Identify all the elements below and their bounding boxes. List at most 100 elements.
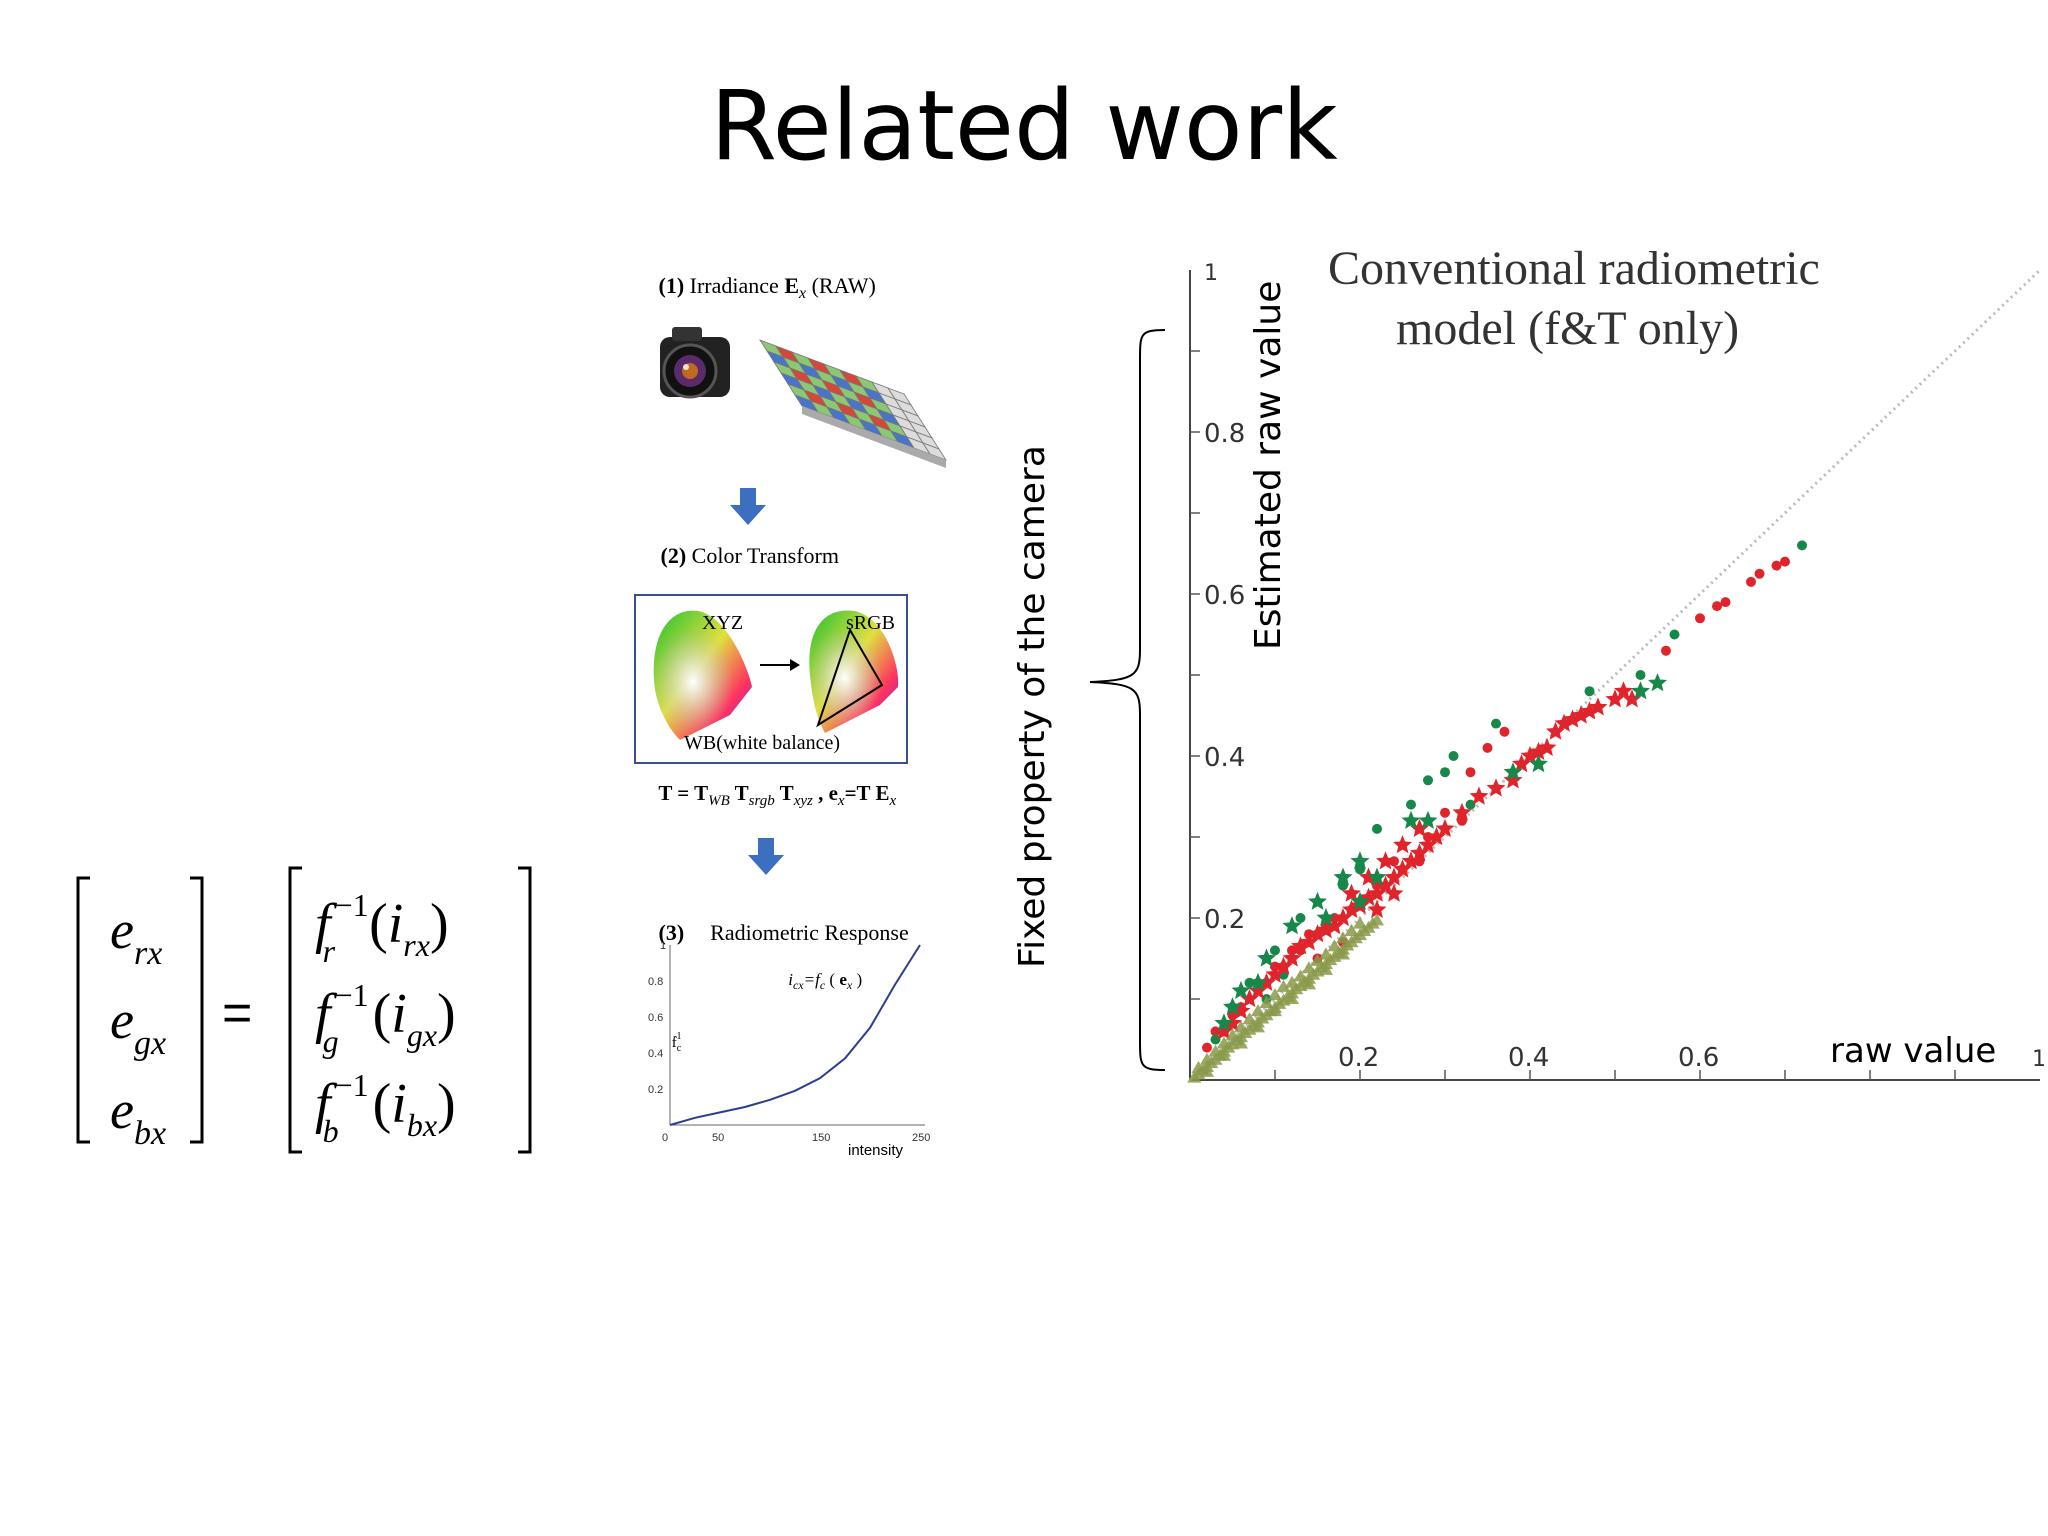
scatter-point-dot [1712, 601, 1722, 612]
scatter-point-triangle [1353, 916, 1367, 929]
scatter-point-dot [1270, 945, 1280, 956]
scatter-point-star [1367, 867, 1387, 886]
scatter-point-star [1376, 851, 1395, 870]
scatter-point-star [1512, 754, 1531, 773]
scatter-point-star [1231, 980, 1251, 999]
down-arrow-icon [748, 838, 784, 875]
scatter-point-star [1308, 924, 1327, 943]
scatter-point-star [1282, 916, 1302, 935]
mini-x-tick-label: 50 [712, 1132, 724, 1144]
mini-y-tick-label: 0.8 [648, 976, 663, 988]
xyz-label: XYZ [702, 612, 743, 634]
scatter-point-triangle [1327, 939, 1342, 952]
rhs-bracket-right [518, 866, 532, 1154]
rhs-bracket-left [288, 866, 302, 1154]
response-xlabel: intensity [848, 1142, 904, 1159]
scatter-point-triangle [1276, 979, 1291, 992]
scatter-point-star [1350, 891, 1370, 910]
scatter-point-star [1418, 835, 1438, 854]
step2-label: (2) Color Transform [622, 543, 866, 568]
lhs-row-1: erx [110, 900, 162, 972]
down-arrow-icon [730, 488, 766, 525]
scatter-point-star [1257, 948, 1276, 967]
scatter-point-star [1605, 689, 1625, 708]
response-ylabel: fc-1 [638, 1027, 708, 1054]
scatter-chart: 0.2 0.4 0.6 0.8 1 0.2 0.4 0.6 1 Conventional rad… [1187, 242, 2046, 1083]
scatter-point-star [1350, 851, 1370, 870]
scatter-point-star [1248, 980, 1268, 999]
scatter-point-star [1622, 689, 1642, 708]
scatter-point-dot [1448, 751, 1459, 761]
scatter-point-star [1614, 681, 1633, 700]
scatter-point-star [1384, 867, 1404, 886]
scatter-point-dot [1406, 799, 1416, 810]
scatter-point-triangle [1370, 913, 1384, 926]
scatter-point-star [1316, 908, 1336, 927]
scatter-point-star [1418, 810, 1438, 829]
color-transform-formula: T = TWB Tsrgb Txyz , ex=T Ex [622, 781, 922, 810]
mini-x-tick-label: 150 [812, 1132, 830, 1144]
scatter-point-dot [1440, 807, 1450, 818]
scatter-point-triangle [1259, 996, 1274, 1009]
scatter-point-star [1291, 936, 1310, 955]
scatter-point-triangle [1234, 1036, 1248, 1049]
scatter-point-dot [1372, 823, 1382, 834]
scatter-point-dot [1465, 767, 1476, 778]
scatter-point-dot [1499, 726, 1510, 737]
scatter-point-triangle [1242, 1012, 1257, 1025]
scatter-point-star [1503, 770, 1523, 789]
scatter-point-star [1452, 802, 1472, 821]
scatter-point-triangle [1191, 1060, 1206, 1073]
response-equation: icx=fc ( ex ) [750, 970, 892, 992]
scatter-point-dot [1635, 670, 1646, 680]
scatter-point-triangle [1217, 1036, 1231, 1049]
slide-title: Related work [710, 70, 1338, 182]
lhs-bracket-right [190, 876, 204, 1144]
scatter-point-triangle [1293, 969, 1308, 982]
scatter-point-dot [1423, 775, 1433, 786]
rhs-row-1: f −1 r (irx) [315, 887, 449, 969]
scatter-point-dot [1695, 613, 1705, 624]
scatter-point-star [1631, 681, 1650, 700]
scatter-point-star [1410, 843, 1429, 862]
scatter-point-dot [1465, 799, 1476, 810]
scatter-point-triangle [1344, 923, 1359, 936]
mini-x-tick-label: 250 [912, 1132, 930, 1144]
wb-caption: WB(white balance) [684, 732, 840, 754]
y-tick-label: 0.2 [1204, 905, 1245, 935]
mini-y-tick-label: 0.4 [648, 1048, 663, 1060]
srgb-label: sRGB [846, 612, 895, 634]
color-transform-box: XYZ sRGB WB(white balance) [634, 594, 908, 764]
scatter-point-star [1384, 883, 1404, 902]
sensor-side [802, 406, 946, 468]
x-tick-label: 0.6 [1678, 1043, 1719, 1073]
scatter-point-triangle [1268, 1004, 1282, 1017]
scatter-point-triangle [1268, 987, 1282, 1000]
mini-y-tick-label: 1 [660, 940, 666, 952]
scatter-point-star [1503, 762, 1523, 781]
scatter-point-triangle [1319, 947, 1333, 960]
scatter-point-triangle [1251, 1020, 1265, 1033]
scatter-point-triangle [1285, 992, 1299, 1004]
bayer-sensor-icon [759, 339, 947, 468]
x-tick-label: 1 [2032, 1047, 2046, 1072]
scatter-point-star [1427, 827, 1446, 846]
scatter-point-star [1529, 754, 1548, 773]
scatter-point-star [1486, 778, 1506, 797]
fixed-property-label: Fixed property of the camera [1012, 445, 1053, 968]
scatter-point-dot [1797, 540, 1807, 551]
chart-xlabel: raw value [1830, 1031, 1996, 1071]
equals-sign: = [222, 984, 252, 1042]
camera-icon [660, 327, 730, 399]
scatter-point-triangle [1200, 1052, 1214, 1065]
identity-reference-line [1188, 268, 2042, 1082]
scatter-point-triangle [1310, 953, 1325, 966]
chart-ylabel: Estimated raw value [1248, 281, 1289, 650]
scatter-point-triangle [1336, 931, 1350, 944]
mini-y-tick-label: 0.6 [648, 1012, 663, 1024]
chart-title-line-1: Conventional radiometric [1328, 242, 1820, 295]
y-tick-label: 0.6 [1204, 581, 1245, 611]
scatter-point-star [1376, 875, 1395, 894]
response-curve [669, 944, 921, 1126]
scatter-point-dot [1584, 686, 1595, 697]
